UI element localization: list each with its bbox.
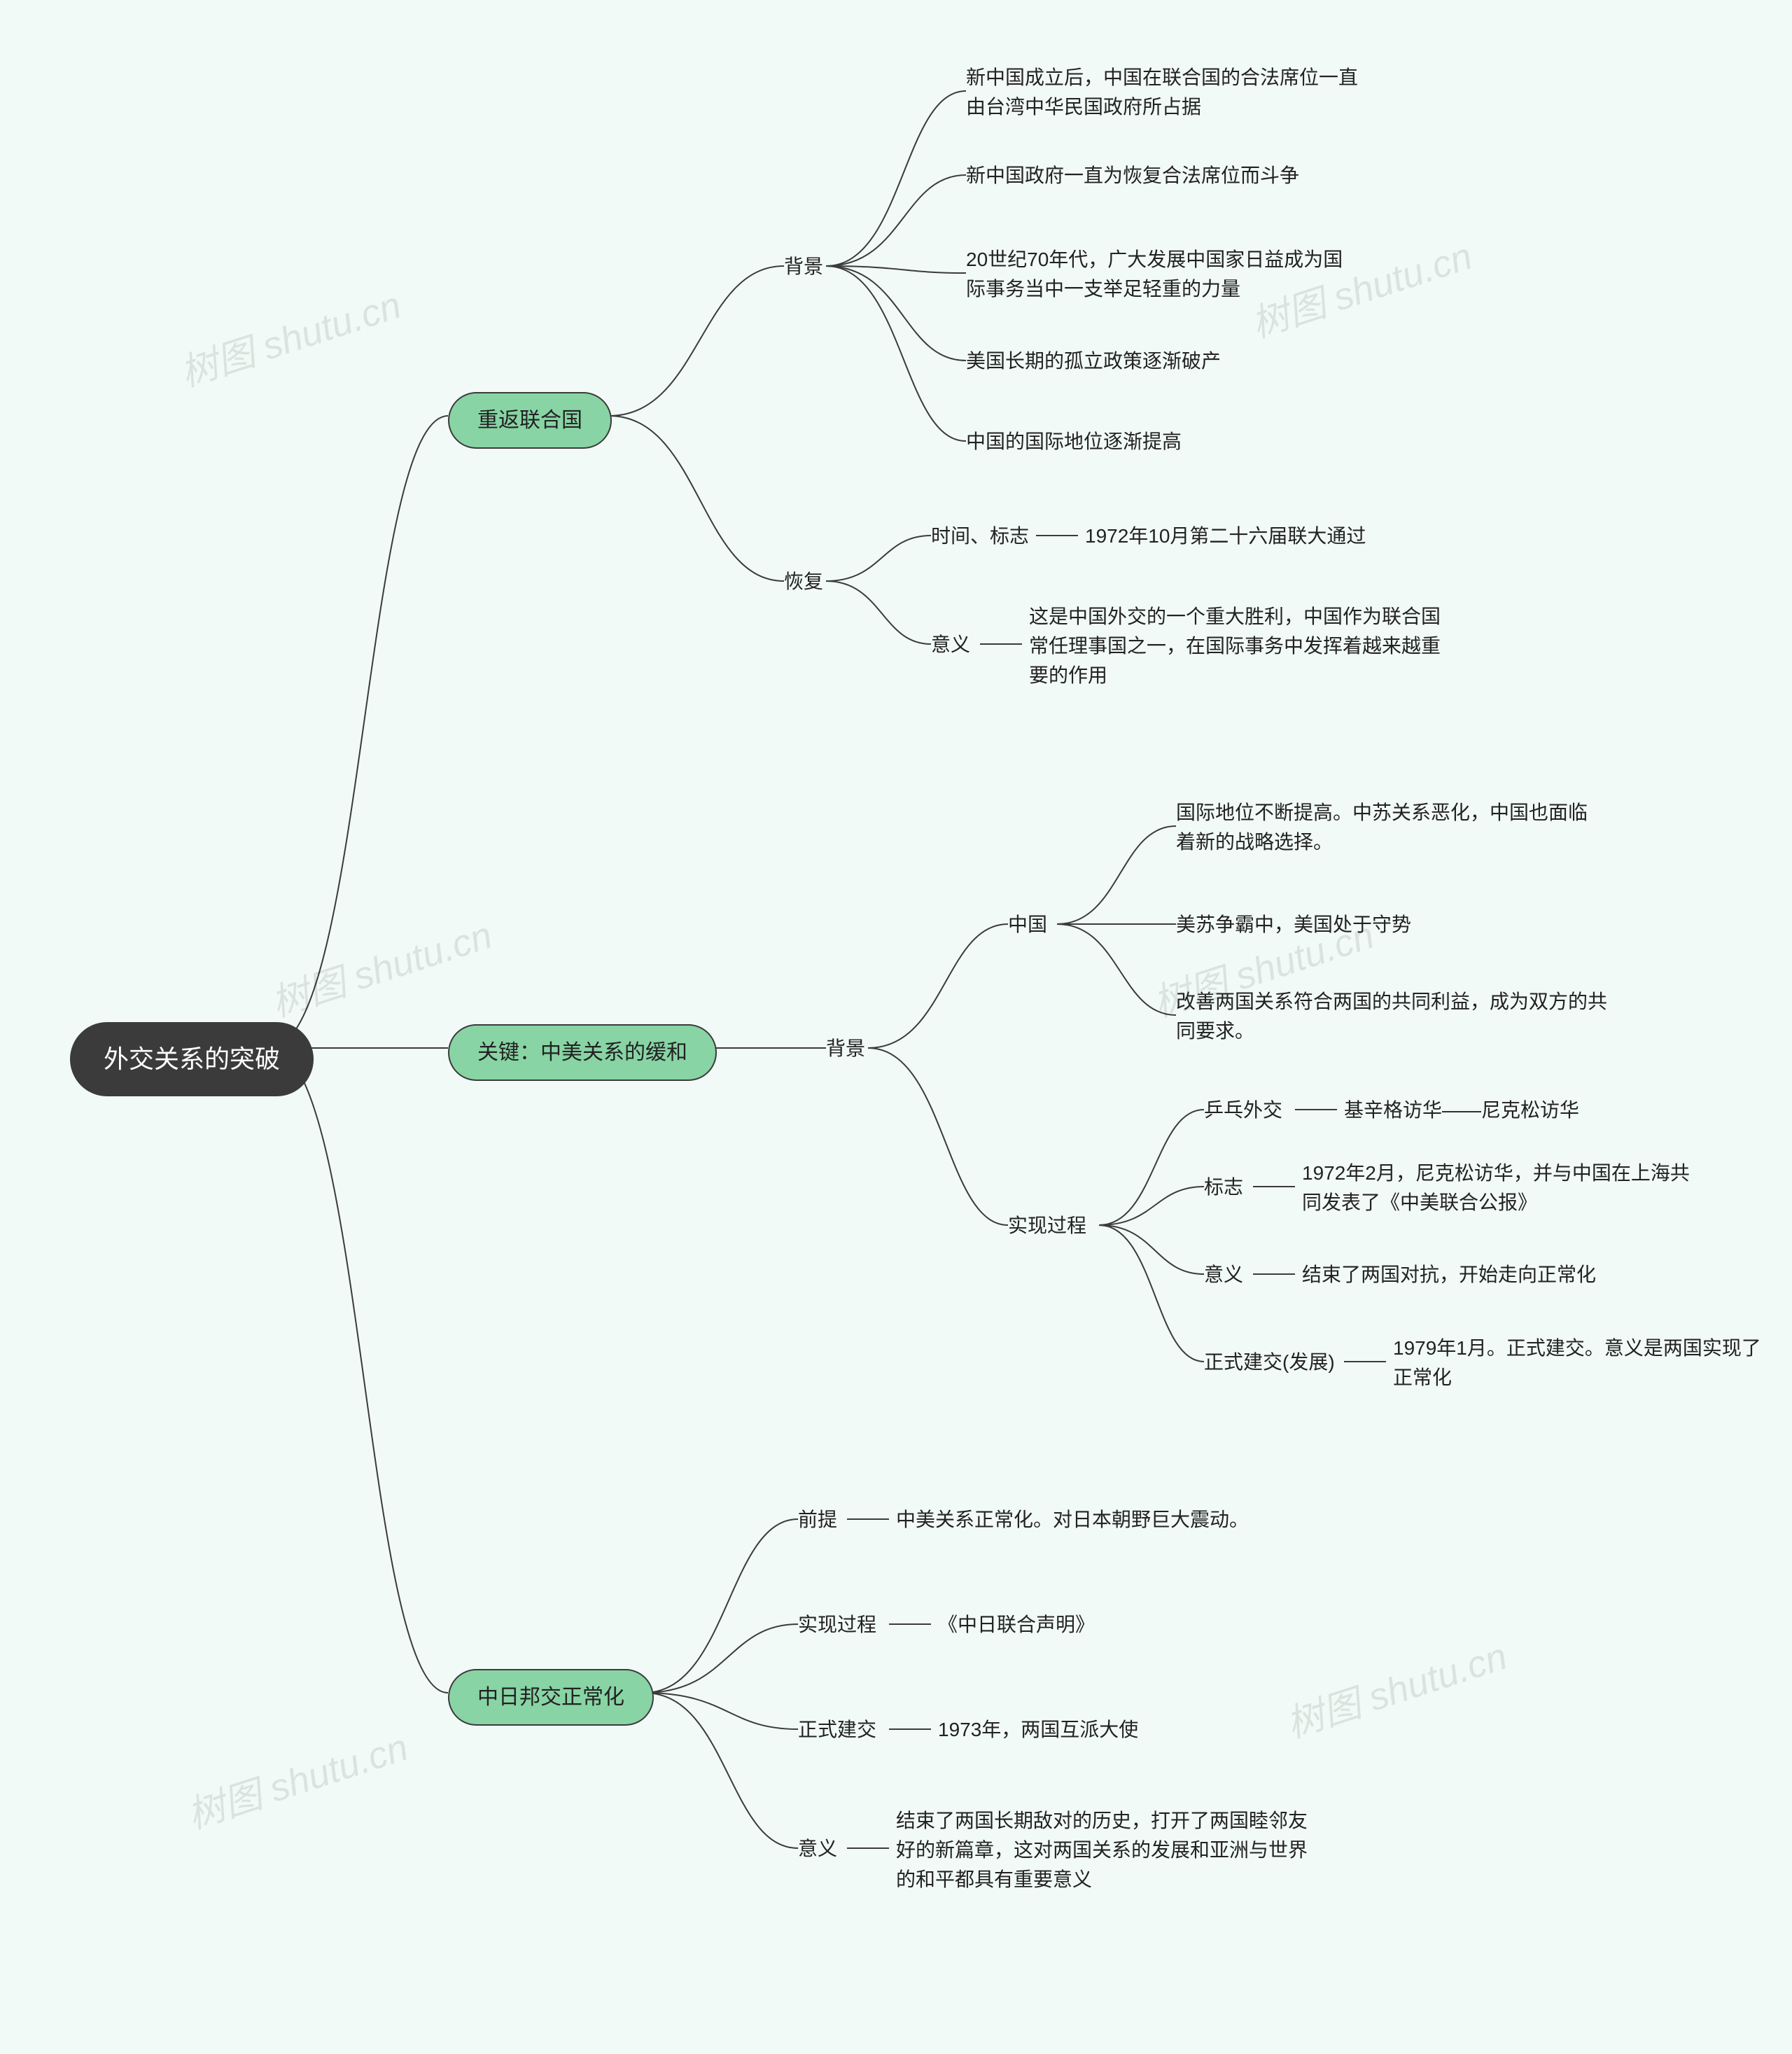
b1-bg-item: 美国长期的孤立政策逐渐破产 [966,347,1221,376]
b1-restore-time-value: 1972年10月第二十六届联大通过 [1085,522,1366,551]
root-node[interactable]: 外交关系的突破 [70,1022,314,1096]
b2-bg-label: 背景 [826,1034,865,1063]
b1-bg-item: 中国的国际地位逐渐提高 [966,427,1182,456]
b1-restore-sig-value: 这是中国外交的一个重大胜利，中国作为联合国常任理事国之一，在国际事务中发挥着越来… [1029,602,1449,690]
branch-us-relations[interactable]: 关键：中美关系的缓和 [448,1024,717,1081]
b2-proc-label: 实现过程 [1008,1211,1086,1241]
watermark: 树图 shutu.cn [179,1716,414,1839]
b2-cn-item: 美苏争霸中，美国处于守势 [1176,910,1411,939]
b3-proc-label: 实现过程 [798,1610,876,1640]
b3-sig-value: 结束了两国长期敌对的历史，打开了两国睦邻友好的新篇章，这对两国关系的发展和亚洲与… [896,1806,1316,1894]
b1-restore-sig-label: 意义 [931,630,970,659]
b1-bg-item: 20世纪70年代，广大发展中国家日益成为国际事务当中一支举足轻重的力量 [966,245,1358,304]
b2-proc-sig-label: 意义 [1204,1260,1243,1290]
watermark: 树图 shutu.cn [1278,1625,1513,1748]
b2-proc-sign-label: 标志 [1204,1173,1243,1202]
b3-pre-value: 中美关系正常化。对日本朝野巨大震动。 [896,1505,1249,1535]
b2-proc-pp-value: 基辛格访华——尼克松访华 [1344,1096,1579,1125]
b1-bg-label: 背景 [784,252,823,281]
b3-formal-label: 正式建交 [798,1715,876,1745]
b2-cn-item: 国际地位不断提高。中苏关系恶化，中国也面临着新的战略选择。 [1176,798,1596,857]
b2-cn-label: 中国 [1008,910,1047,939]
b2-proc-formal-value: 1979年1月。正式建交。意义是两国实现了正常化 [1393,1334,1778,1392]
b2-proc-sign-value: 1972年2月，尼克松访华，并与中国在上海共同发表了《中美联合公报》 [1302,1159,1708,1217]
b3-sig-label: 意义 [798,1834,837,1864]
b2-cn-item: 改善两国关系符合两国的共同利益，成为双方的共同要求。 [1176,987,1610,1046]
branch-return-un[interactable]: 重返联合国 [448,392,612,449]
b3-formal-value: 1973年，两国互派大使 [938,1715,1138,1745]
b1-bg-item: 新中国政府一直为恢复合法席位而斗争 [966,161,1299,190]
watermark: 树图 shutu.cn [263,904,498,1027]
watermark: 树图 shutu.cn [172,274,407,397]
b3-proc-value: 《中日联合声明》 [938,1610,1095,1640]
b2-proc-pp-label: 乒乓外交 [1204,1096,1282,1125]
b1-restore-label: 恢复 [784,567,823,596]
b3-pre-label: 前提 [798,1505,837,1535]
b1-bg-item: 新中国成立后，中国在联合国的合法席位一直由台湾中华民国政府所占据 [966,63,1358,122]
b2-proc-sig-value: 结束了两国对抗，开始走向正常化 [1302,1260,1596,1290]
branch-jp-relations[interactable]: 中日邦交正常化 [448,1669,654,1726]
b2-proc-formal-label: 正式建交(发展) [1204,1348,1335,1377]
b1-restore-time-label: 时间、标志 [931,522,1029,551]
